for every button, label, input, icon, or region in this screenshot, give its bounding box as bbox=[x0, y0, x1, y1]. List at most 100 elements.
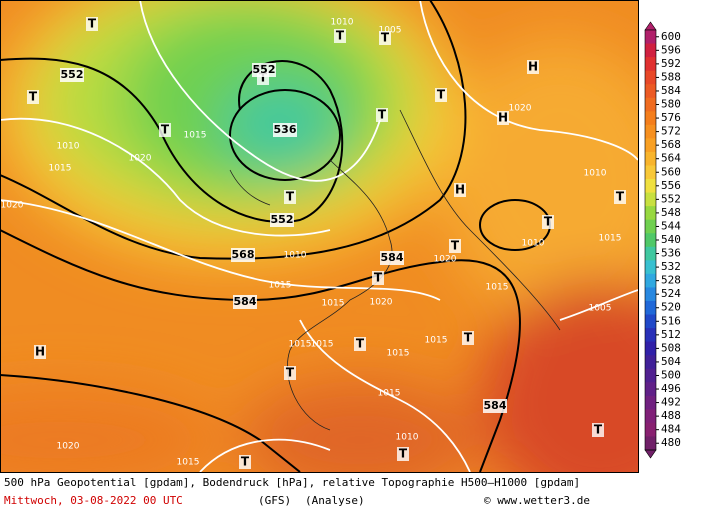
map-label: T bbox=[29, 90, 38, 104]
colorbar-swatch bbox=[645, 246, 656, 261]
footer-model: (GFS) bbox=[258, 494, 292, 507]
colorbar-label: 572 bbox=[661, 125, 681, 138]
map-label: 1015 bbox=[322, 299, 345, 309]
colorbar-label: 500 bbox=[661, 368, 681, 381]
footer-run: (Analyse) bbox=[305, 494, 365, 507]
pressure-center-bg bbox=[379, 31, 391, 45]
contour-label-bg bbox=[483, 399, 507, 413]
colorbar-label: 484 bbox=[661, 423, 681, 436]
colorbar-label: 496 bbox=[661, 382, 681, 395]
colorbar-label: 600 bbox=[661, 30, 681, 43]
colorbar-label: 548 bbox=[661, 206, 681, 219]
map-label: 584 bbox=[484, 399, 507, 412]
pressure-center-bg bbox=[372, 271, 384, 285]
coastlines bbox=[229, 109, 561, 431]
pressure-center-bg bbox=[376, 108, 388, 122]
map-label: 552 bbox=[61, 68, 84, 81]
footer-credit: © www.wetter3.de bbox=[484, 494, 590, 507]
pressure-center-bg bbox=[527, 60, 539, 74]
map-label: 584 bbox=[234, 295, 257, 308]
map-label: 1015 bbox=[378, 389, 401, 399]
colorbar-swatch bbox=[645, 422, 656, 437]
pressure-center-bg bbox=[159, 123, 171, 137]
colorbar-swatch bbox=[645, 219, 656, 234]
map-label: T bbox=[451, 239, 460, 253]
colorbar-swatch bbox=[645, 300, 656, 316]
geopotential-contours bbox=[0, 0, 551, 472]
map-label: T bbox=[286, 366, 295, 380]
pressure-center-bg bbox=[462, 331, 474, 345]
map-label: H bbox=[498, 111, 508, 125]
colorbar-swatch bbox=[645, 97, 656, 112]
pressure-center-bg bbox=[497, 111, 509, 125]
colorbar-swatch bbox=[645, 382, 656, 397]
colorbar-label: 532 bbox=[661, 260, 681, 273]
colorbar-swatch bbox=[645, 409, 656, 424]
map-label: 1010 bbox=[522, 239, 545, 249]
map-label: T bbox=[356, 337, 365, 351]
map-label: 1010 bbox=[584, 169, 607, 179]
map-label: 1015 bbox=[269, 281, 292, 291]
colorbar-label: 536 bbox=[661, 247, 681, 260]
colorbar-label: 488 bbox=[661, 409, 681, 422]
map-label: T bbox=[594, 423, 603, 437]
pressure-center-bg bbox=[284, 366, 296, 380]
map-label: 1015 bbox=[387, 349, 410, 359]
colorbar: 6005965925885845805765725685645605565525… bbox=[644, 21, 681, 459]
colorbar-swatch bbox=[645, 260, 656, 275]
map-label: 1015 bbox=[49, 164, 72, 174]
colorbar-label: 552 bbox=[661, 192, 681, 205]
map-label: T bbox=[437, 88, 446, 102]
colorbar-label: 540 bbox=[661, 233, 681, 246]
map-label: T bbox=[241, 455, 250, 469]
map-label: T bbox=[616, 190, 625, 204]
colorbar-swatch bbox=[645, 341, 656, 356]
map-label: 1020 bbox=[509, 104, 532, 114]
colorbar-swatch bbox=[645, 43, 656, 58]
map-label: 552 bbox=[271, 213, 294, 226]
map-label: 1015 bbox=[311, 340, 334, 350]
map-label: T bbox=[286, 190, 295, 204]
colorbar-swatch bbox=[645, 273, 656, 288]
pressure-center-bg bbox=[397, 447, 409, 461]
map-label: T bbox=[88, 17, 97, 31]
map-label: 1010 bbox=[57, 142, 80, 152]
colorbar-label: 512 bbox=[661, 328, 681, 341]
colorbar-label: 588 bbox=[661, 70, 681, 83]
map-label: 1015 bbox=[184, 131, 207, 141]
colorbar-label: 516 bbox=[661, 314, 681, 327]
map-label: T bbox=[378, 108, 387, 122]
colorbar-label: 560 bbox=[661, 165, 681, 178]
colorbar-swatch bbox=[645, 111, 656, 126]
map-label: 1015 bbox=[425, 336, 448, 346]
map-label: 1015 bbox=[486, 283, 509, 293]
map-label: 1020 bbox=[129, 154, 152, 164]
map-label: T bbox=[381, 31, 390, 45]
colorbar-label: 508 bbox=[661, 341, 681, 354]
colorbar-label: 580 bbox=[661, 98, 681, 111]
colorbar-swatch bbox=[645, 314, 656, 329]
map-label: T bbox=[336, 29, 345, 43]
colorbar-swatch bbox=[645, 355, 656, 370]
map-label: T bbox=[259, 71, 268, 85]
colorbar-swatch bbox=[645, 287, 656, 302]
contour-label-bg bbox=[380, 251, 404, 265]
colorbar-label: 480 bbox=[661, 436, 681, 449]
colorbar-swatch bbox=[645, 233, 656, 248]
colorbar-label: 492 bbox=[661, 396, 681, 409]
colorbar-label: 592 bbox=[661, 57, 681, 70]
colorbar-swatch bbox=[645, 84, 656, 99]
colorbar-swatch bbox=[645, 30, 656, 45]
pressure-center-bg bbox=[27, 90, 39, 104]
pressure-contours bbox=[0, 0, 638, 472]
contour-label-bg bbox=[233, 295, 257, 309]
colorbar-swatch bbox=[645, 192, 656, 207]
map-label: 568 bbox=[232, 248, 255, 261]
map-label: 1015 bbox=[599, 234, 622, 244]
footer-description: 500 hPa Geopotential [gpdam], Bodendruck… bbox=[4, 476, 581, 489]
pressure-center-bg bbox=[284, 190, 296, 204]
footer-date: Mittwoch, 03-08-2022 00 UTC bbox=[4, 494, 183, 507]
pressure-center-bg bbox=[86, 17, 98, 31]
colorbar-label: 528 bbox=[661, 274, 681, 287]
